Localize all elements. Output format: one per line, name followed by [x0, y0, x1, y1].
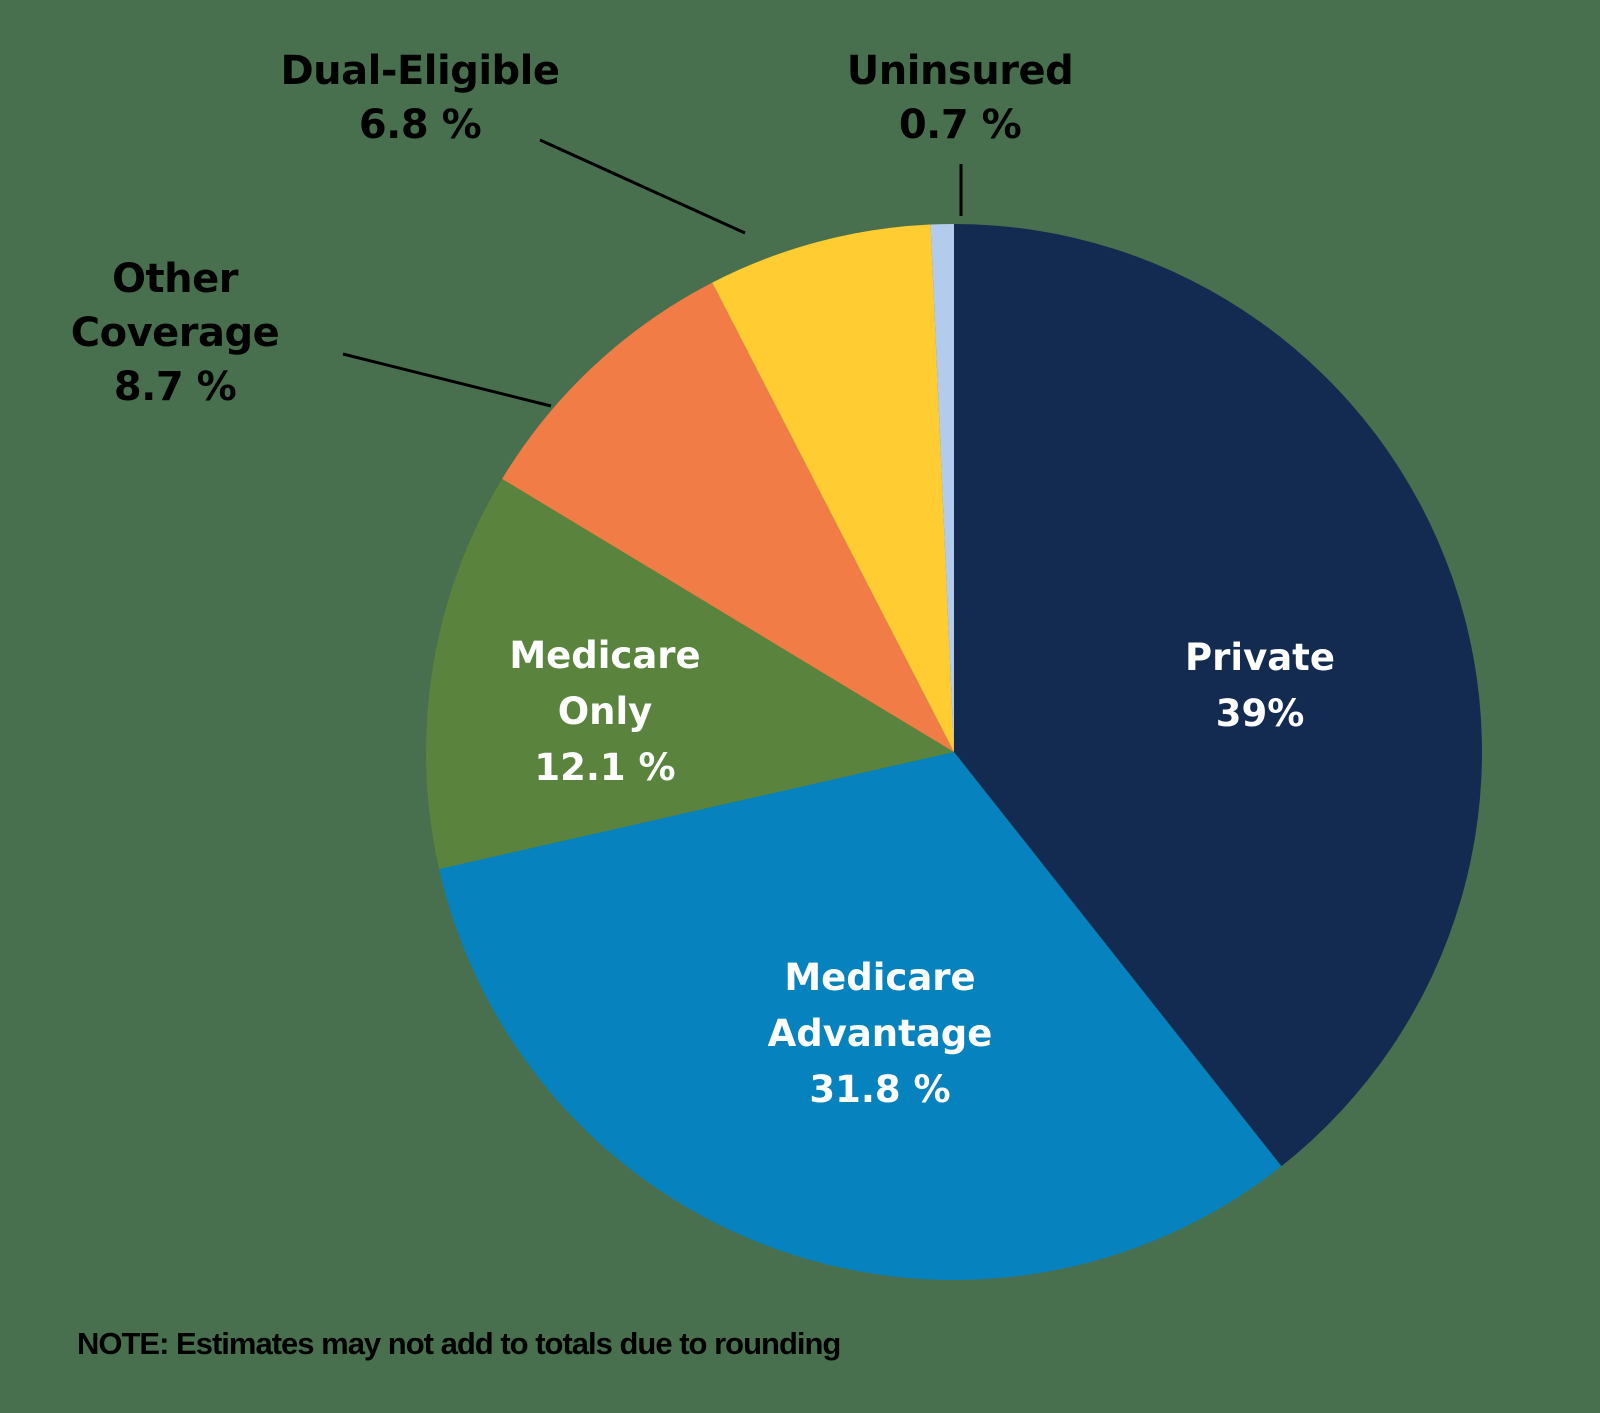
label-other-coverage-name-2: Coverage	[70, 310, 280, 356]
label-medicare-only-name-2: Only	[557, 690, 653, 733]
footnote: NOTE: Estimates may not add to totals du…	[77, 1326, 841, 1361]
label-other-coverage-value: 8.7 %	[113, 364, 237, 410]
leader-line-dual-eligible	[539, 138, 746, 235]
label-medicare-only-value: 12.1 %	[534, 746, 676, 789]
label-dual-eligible-value: 6.8 %	[358, 102, 482, 148]
label-other-coverage-name-1: Other	[112, 256, 238, 302]
label-uninsured-name: Uninsured	[846, 48, 1074, 94]
label-uninsured: Uninsured 0.7 %	[830, 44, 1090, 152]
leader-lines	[342, 138, 963, 408]
label-dual-eligible: Dual-Eligible 6.8 %	[270, 44, 570, 152]
label-medicare-only: Medicare Only 12.1 %	[460, 628, 750, 796]
pie-slice-medicare-advantage	[439, 752, 1282, 1280]
label-medicare-advantage-name-2: Advantage	[767, 1012, 993, 1055]
label-medicare-advantage: Medicare Advantage 31.8 %	[720, 950, 1040, 1118]
label-private-value: 39%	[1215, 692, 1305, 735]
pie-slice-other-coverage	[502, 282, 954, 752]
label-private-name: Private	[1185, 636, 1335, 679]
label-private: Private 39%	[1110, 630, 1410, 742]
label-other-coverage: Other Coverage 8.7 %	[60, 252, 290, 414]
leader-line-other-coverage	[342, 352, 552, 408]
label-medicare-advantage-name-1: Medicare	[784, 956, 976, 999]
pie-slices	[425, 224, 1482, 1280]
pie-slice-uninsured	[930, 224, 954, 752]
pie-slice-medicare-only	[425, 478, 955, 870]
label-dual-eligible-name: Dual-Eligible	[280, 48, 560, 94]
label-medicare-only-name-1: Medicare	[509, 634, 701, 677]
label-medicare-advantage-value: 31.8 %	[809, 1068, 951, 1111]
pie-slice-private	[954, 224, 1482, 1167]
pie-slice-dual-eligible	[712, 224, 954, 752]
label-uninsured-value: 0.7 %	[898, 102, 1022, 148]
